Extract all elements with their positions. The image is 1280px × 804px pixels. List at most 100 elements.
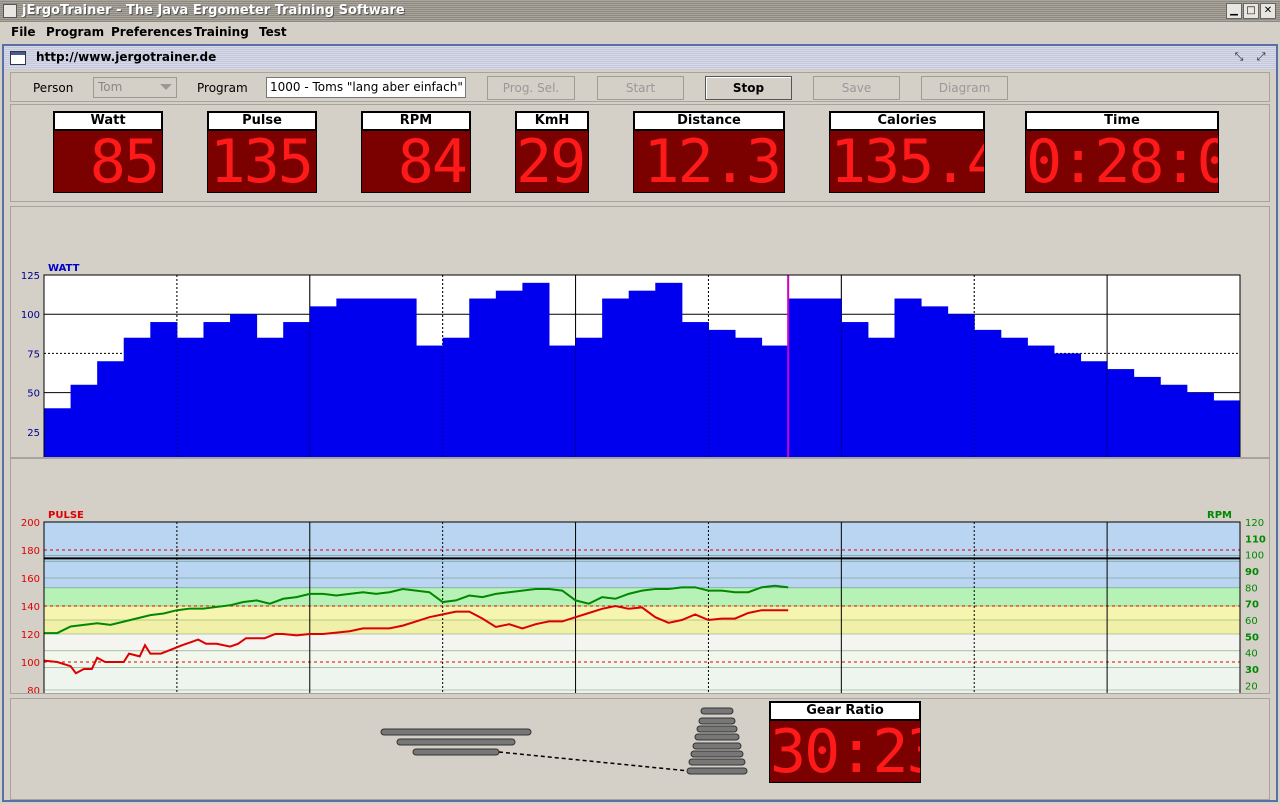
menu-program[interactable]: Program: [46, 25, 105, 39]
watt-bar: [203, 322, 231, 471]
pulse-ytick-label: 100: [21, 658, 40, 669]
save-button[interactable]: Save: [813, 76, 900, 100]
watt-bar: [1186, 392, 1214, 471]
restore-icon[interactable]: ⤢: [1256, 50, 1266, 63]
pulse-rpm-chart: 6080100120140160180200010203040506070809…: [21, 510, 1266, 736]
internal-frame: http://www.jergotrainer.de ⤡ ⤢ Person To…: [2, 44, 1278, 802]
watt-ytick-label: 75: [27, 349, 40, 360]
menu-file[interactable]: File: [11, 25, 36, 39]
chain-line: [498, 751, 690, 772]
rpm-series-line: [44, 584, 789, 635]
menu-preferences[interactable]: Preferences: [111, 25, 193, 39]
pulse-ytick-label: 180: [21, 546, 40, 557]
watt-bar: [867, 337, 895, 471]
minimize-icon[interactable]: ▁: [1226, 3, 1242, 19]
pulse-ytick-label: 200: [21, 518, 40, 529]
window-title: jErgoTrainer - The Java Ergometer Traini…: [22, 3, 405, 18]
cassette-icon: [686, 707, 748, 775]
pulse-zone-band: [44, 667, 1240, 690]
menubar: File Program Preferences Training Test: [0, 22, 1280, 43]
rpm-ytick-label: 40: [1245, 649, 1258, 660]
pulse-zone-band: [44, 650, 1240, 668]
rpm-display-value: 84: [361, 131, 471, 193]
rpm-ytick-label: 120: [1245, 518, 1264, 529]
rpm-ytick-label: 110: [1245, 534, 1266, 545]
person-select[interactable]: Tom: [93, 77, 177, 98]
menu-training[interactable]: Training: [194, 25, 249, 39]
rpm-ytick-label: 90: [1245, 567, 1259, 578]
gear-ratio-label: Gear Ratio: [769, 701, 921, 721]
watt-bar: [1133, 376, 1161, 471]
chainring-icon: [380, 728, 532, 756]
watt-chart: 0255075100125051015202530354045WATTTIME …: [21, 263, 1246, 489]
frame-url: http://www.jergotrainer.de: [36, 50, 217, 64]
start-button[interactable]: Start: [597, 76, 684, 100]
watt-bar: [841, 322, 869, 471]
maximize-icon[interactable]: □: [1243, 3, 1259, 19]
watt-bar: [1107, 369, 1135, 471]
stop-button[interactable]: Stop: [705, 76, 792, 100]
watt-bar: [283, 322, 311, 471]
watt-chart-panel: 0255075100125051015202530354045WATTTIME …: [10, 206, 1270, 489]
watt-bar: [309, 306, 337, 471]
person-label: Person: [33, 81, 74, 95]
pulse-ytick-label: 140: [21, 602, 40, 613]
watt-ytick-label: 25: [27, 428, 40, 439]
watt-bar: [894, 298, 922, 471]
rpm-display: RPM 84: [361, 111, 471, 193]
window-menu-icon[interactable]: [3, 4, 17, 18]
pulse-zone-band: [44, 620, 1240, 634]
watt-display-label: Watt: [53, 111, 163, 131]
watt-bar: [336, 298, 417, 471]
rpm-ytick-label: 70: [1245, 600, 1259, 611]
calories-display-value: 135.4: [829, 131, 985, 193]
kmh-display-value: 29: [515, 131, 589, 193]
calories-display: Calories 135.4: [829, 111, 985, 193]
gear-panel: Gear Ratio 30:23: [10, 698, 1270, 800]
watt-bar: [1213, 400, 1241, 471]
pulse-ylabel: PULSE: [48, 510, 84, 521]
watt-bar: [495, 290, 523, 471]
chevron-down-icon: [160, 84, 172, 90]
watt-bar: [442, 337, 470, 471]
time-display-value: 0:28:00: [1025, 131, 1219, 193]
watt-bar: [230, 314, 258, 471]
program-field[interactable]: 1000 - Toms "lang aber einfach": [266, 77, 466, 98]
iconify-icon[interactable]: ⤡: [1234, 50, 1244, 63]
pulse-display-value: 135: [207, 131, 317, 193]
watt-bar: [575, 337, 603, 471]
time-display-label: Time: [1025, 111, 1219, 131]
gear-diagram: [380, 707, 748, 775]
rpm-ytick-label: 80: [1245, 583, 1258, 594]
person-value: Tom: [98, 80, 123, 94]
prog-sel-button[interactable]: Prog. Sel.: [487, 76, 575, 100]
calories-display-label: Calories: [829, 111, 985, 131]
watt-bar: [548, 345, 577, 471]
watt-bar: [1053, 353, 1082, 471]
close-icon[interactable]: ✕: [1260, 3, 1276, 19]
rpm-display-label: RPM: [361, 111, 471, 131]
watt-ytick-label: 100: [21, 310, 40, 321]
pulse-ytick-label: 120: [21, 630, 40, 641]
diagram-button[interactable]: Diagram: [921, 76, 1008, 100]
rpm-ytick-label: 50: [1245, 632, 1259, 643]
window-titlebar[interactable]: jErgoTrainer - The Java Ergometer Traini…: [0, 0, 1280, 22]
menu-test[interactable]: Test: [259, 25, 287, 39]
watt-ytick-label: 50: [27, 389, 40, 400]
pulse-rpm-chart-panel: 6080100120140160180200010203040506070809…: [10, 458, 1270, 736]
watt-bar: [176, 337, 204, 471]
kmh-display: KmH 29: [515, 111, 589, 193]
gear-ratio-value: 30:23: [769, 721, 921, 783]
pulse-zone-band: [44, 522, 1240, 588]
watt-bar: [416, 345, 444, 471]
internal-frame-titlebar[interactable]: http://www.jergotrainer.de ⤡ ⤢: [4, 46, 1276, 70]
watt-bar: [44, 408, 72, 471]
kmh-display-label: KmH: [515, 111, 589, 131]
watt-bar: [1080, 361, 1108, 471]
watt-bar: [70, 384, 98, 471]
watt-ytick-label: 125: [21, 271, 40, 282]
watt-bar: [1160, 384, 1188, 471]
watt-bar: [655, 282, 683, 471]
pulse-zone-band: [44, 606, 1240, 620]
watt-bar: [469, 298, 497, 471]
